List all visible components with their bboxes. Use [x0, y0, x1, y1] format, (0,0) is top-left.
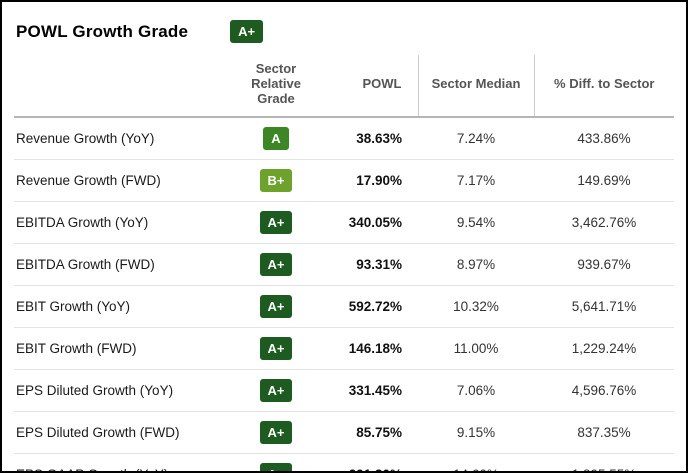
table-row: EPS Diluted Growth (FWD) A+ 85.75% 9.15%… [14, 411, 674, 454]
powl-value: 592.72% [326, 285, 418, 328]
grade-cell: B+ [226, 159, 326, 202]
sector-median-value: 8.97% [418, 243, 534, 286]
grade-cell: A+ [226, 453, 326, 471]
col-header-powl: POWL [326, 55, 418, 118]
card-header: POWL Growth Grade A+ [14, 14, 674, 55]
powl-value: 85.75% [326, 411, 418, 454]
grade-badge[interactable]: B+ [259, 169, 293, 192]
sector-median-value: 9.15% [418, 411, 534, 454]
table-body: Revenue Growth (YoY) A 38.63% 7.24% 433.… [14, 117, 674, 471]
col-header-metric [14, 55, 226, 118]
powl-value: 38.63% [326, 117, 418, 160]
powl-value: 340.05% [326, 201, 418, 244]
metric-label: EBIT Growth (FWD) [14, 327, 226, 370]
col-header-diff-to-sector: % Diff. to Sector [533, 55, 674, 118]
metric-label: EBIT Growth (YoY) [14, 285, 226, 328]
diff-to-sector-value: 433.86% [534, 117, 674, 160]
table-row: EBITDA Growth (FWD) A+ 93.31% 8.97% 939.… [14, 243, 674, 286]
diff-to-sector-value: 1,229.24% [534, 327, 674, 370]
grade-badge[interactable]: A+ [259, 253, 293, 276]
metric-label: EBITDA Growth (YoY) [14, 201, 226, 244]
table-row: EPS Diluted Growth (YoY) A+ 331.45% 7.06… [14, 369, 674, 412]
diff-to-sector-value: 4,596.76% [534, 369, 674, 412]
metric-label: EPS Diluted Growth (FWD) [14, 411, 226, 454]
powl-value: 291.30% [326, 453, 418, 471]
metric-label: EPS GAAP Growth (YoY) [14, 453, 226, 471]
powl-value: 93.31% [326, 243, 418, 286]
sector-median-value: 7.06% [418, 369, 534, 412]
grade-badge[interactable]: A+ [259, 463, 293, 471]
grade-badge[interactable]: A+ [259, 295, 293, 318]
metric-label: Revenue Growth (FWD) [14, 159, 226, 202]
grade-badge[interactable]: A [263, 127, 289, 150]
growth-metrics-table: Sector Relative Grade POWL Sector Median… [14, 55, 674, 471]
grade-cell: A+ [226, 327, 326, 370]
table-row: EBIT Growth (YoY) A+ 592.72% 10.32% 5,64… [14, 285, 674, 328]
table-header-row: Sector Relative Grade POWL Sector Median… [14, 55, 674, 118]
sector-median-value: 10.32% [418, 285, 534, 328]
table-row: EBITDA Growth (YoY) A+ 340.05% 9.54% 3,4… [14, 201, 674, 244]
diff-to-sector-value: 939.67% [534, 243, 674, 286]
sector-median-value: 14.60% [418, 453, 534, 471]
col-header-sector-relative-grade: Sector Relative Grade [226, 55, 326, 118]
table-row: Revenue Growth (YoY) A 38.63% 7.24% 433.… [14, 117, 674, 160]
metric-label: EBITDA Growth (FWD) [14, 243, 226, 286]
sector-median-value: 7.24% [418, 117, 534, 160]
grade-badge[interactable]: A+ [259, 379, 293, 402]
grade-cell: A+ [226, 285, 326, 328]
grade-cell: A+ [226, 201, 326, 244]
page-title: POWL Growth Grade [16, 21, 189, 41]
col-header-sector-median: Sector Median [417, 55, 534, 118]
metric-label: Revenue Growth (YoY) [14, 117, 226, 160]
sector-median-value: 11.00% [418, 327, 534, 370]
grade-cell: A+ [226, 369, 326, 412]
table-row: Revenue Growth (FWD) B+ 17.90% 7.17% 149… [14, 159, 674, 202]
grade-badge[interactable]: A+ [259, 421, 293, 444]
grade-badge[interactable]: A+ [259, 211, 293, 234]
table-row: EBIT Growth (FWD) A+ 146.18% 11.00% 1,22… [14, 327, 674, 370]
powl-value: 17.90% [326, 159, 418, 202]
diff-to-sector-value: 3,462.76% [534, 201, 674, 244]
diff-to-sector-value: 1,895.55% [534, 453, 674, 471]
table-row: EPS GAAP Growth (YoY) A+ 291.30% 14.60% … [14, 453, 674, 471]
grade-cell: A [226, 117, 326, 160]
sector-median-value: 9.54% [418, 201, 534, 244]
powl-value: 146.18% [326, 327, 418, 370]
diff-to-sector-value: 837.35% [534, 411, 674, 454]
overall-grade-badge[interactable]: A+ [230, 20, 264, 43]
grade-cell: A+ [226, 243, 326, 286]
metric-label: EPS Diluted Growth (YoY) [14, 369, 226, 412]
grade-cell: A+ [226, 411, 326, 454]
diff-to-sector-value: 149.69% [534, 159, 674, 202]
grade-badge[interactable]: A+ [259, 337, 293, 360]
sector-median-value: 7.17% [418, 159, 534, 202]
diff-to-sector-value: 5,641.71% [534, 285, 674, 328]
powl-value: 331.45% [326, 369, 418, 412]
